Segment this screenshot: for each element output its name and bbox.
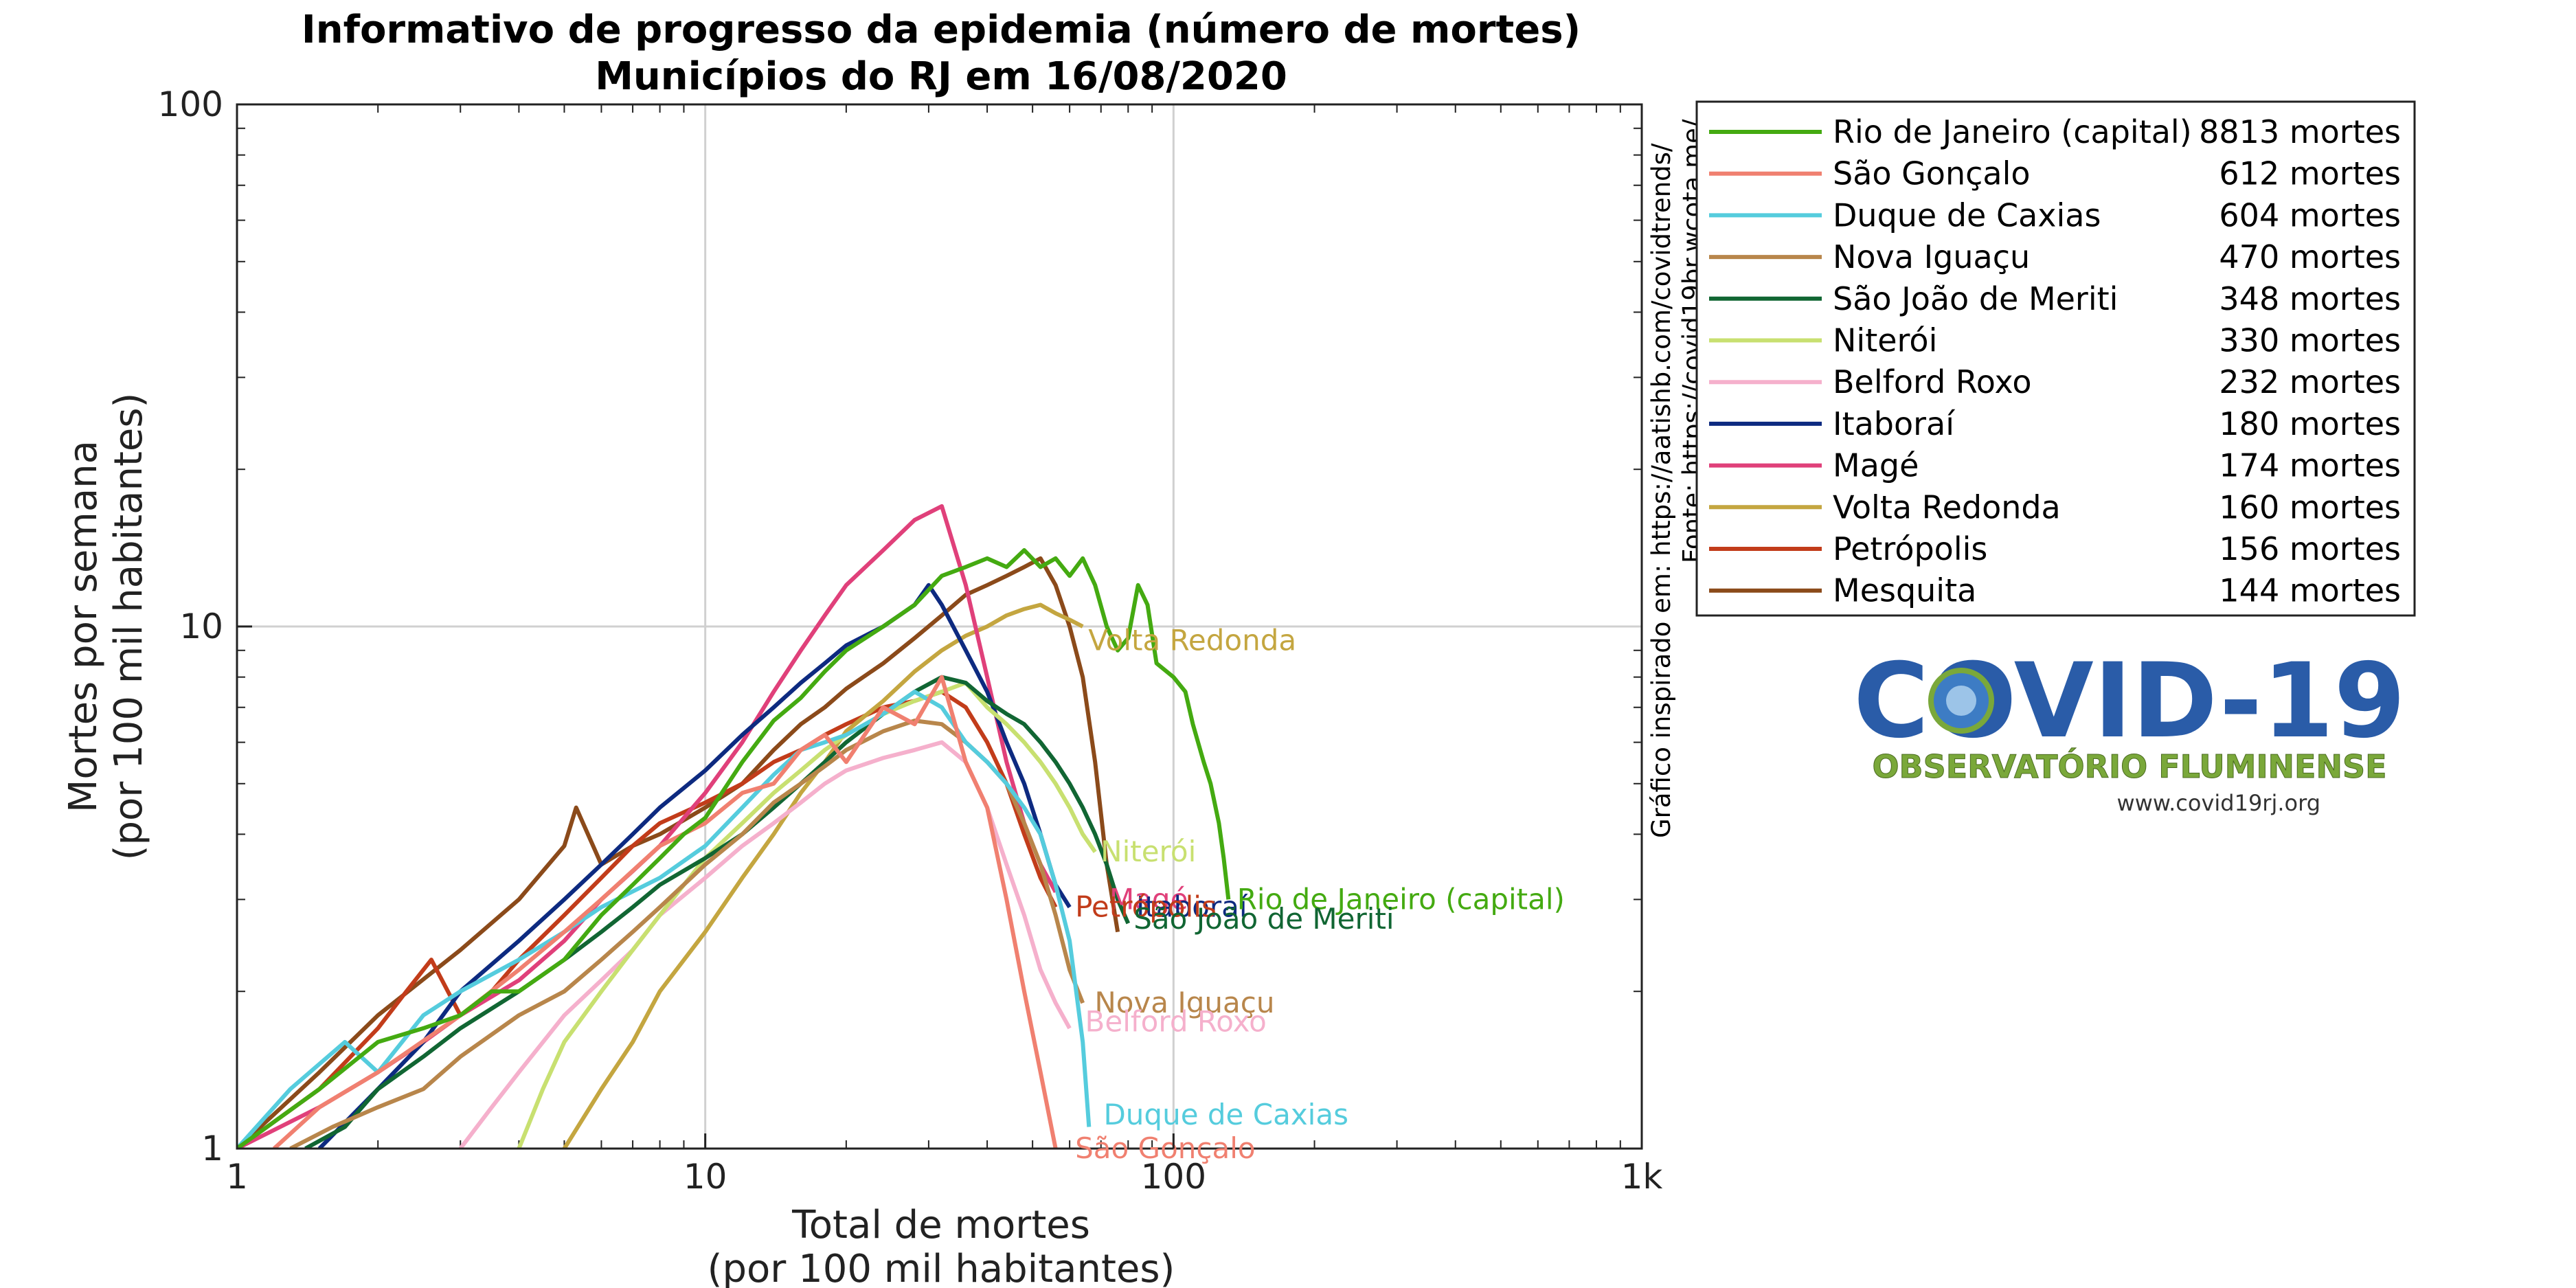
legend-death-count: 348 mortes (2219, 280, 2401, 317)
series-end-label: Itaboraí (1136, 890, 1248, 924)
series-lines (237, 504, 1231, 1149)
legend-death-count: 144 mortes (2219, 572, 2401, 609)
legend-death-count: 470 mortes (2219, 238, 2401, 275)
logo-url: www.covid19rj.org (2117, 790, 2320, 816)
legend-series-name: Petrópolis (1833, 530, 1987, 567)
legend-series-name: Belford Roxo (1833, 363, 2031, 400)
legend-series-name: São João de Meriti (1833, 280, 2118, 317)
series-line-11 (237, 556, 1120, 1149)
legend-death-count: 232 mortes (2219, 363, 2401, 400)
series-line-0 (237, 547, 1231, 1149)
x-tick-label: 100 (1141, 1157, 1206, 1197)
series-end-label: Volta Redonda (1088, 623, 1296, 657)
series-end-label: Nova Iguaçu (1094, 986, 1274, 1019)
y-tick-label: 1 (201, 1129, 223, 1168)
legend-death-count: 160 mortes (2219, 488, 2401, 526)
legend-series-name: Mesquita (1833, 572, 1976, 609)
legend-series-name: Rio de Janeiro (capital) (1833, 113, 2192, 150)
series-end-label: Duque de Caxias (1103, 1098, 1348, 1131)
gridlines (237, 104, 1642, 1149)
chart-title: Informativo de progresso da epidemia (nú… (302, 8, 1581, 52)
legend-death-count: 8813 mortes (2199, 113, 2401, 150)
chart-subtitle: Municípios do RJ em 16/08/2020 (595, 54, 1287, 99)
plot-area: Volta Redonda Niterói MagéItaboraíPetrópol… (158, 84, 1663, 1197)
legend-series-name: Duque de Caxias (1833, 196, 2101, 234)
legend-series-name: Nova Iguaçu (1833, 238, 2030, 275)
legend-death-count: 180 mortes (2219, 405, 2401, 442)
end-labels: Volta Redonda Niterói MagéItaboraíPetrópol… (1075, 623, 1565, 1165)
series-line-6 (458, 740, 1072, 1149)
legend-death-count: 156 mortes (2219, 530, 2401, 567)
legend-series-name: Volta Redonda (1833, 488, 2061, 526)
x-tick-label: 1 (226, 1157, 248, 1197)
legend-death-count: 604 mortes (2219, 196, 2401, 234)
y-axis-label: Mortes por semana (61, 440, 106, 813)
series-end-label: São João de Meriti (1133, 902, 1394, 936)
legend-series-name: Magé (1833, 447, 1919, 484)
y-tick-label: 10 (179, 607, 223, 646)
series-line-10 (237, 690, 1058, 1149)
series-line-1 (272, 675, 1058, 1149)
legend-death-count: 330 mortes (2219, 322, 2401, 359)
virus-icon (1928, 668, 1994, 734)
y-axis-sublabel: (por 100 mil habitantes) (106, 393, 151, 861)
series-end-label: Petrópolis (1075, 890, 1217, 924)
x-axis-sublabel: (por 100 mil habitantes) (708, 1247, 1175, 1288)
series-line-9 (562, 602, 1084, 1149)
legend-series-name: Niterói (1833, 322, 1937, 359)
y-tick-label: 100 (158, 84, 223, 124)
series-end-label: Niterói (1100, 835, 1196, 868)
legend-death-count: 612 mortes (2219, 155, 2401, 192)
legend-box (1695, 100, 2416, 617)
logo-subtitle: OBSERVATÓRIO FLUMINENSE (1872, 748, 2386, 785)
legend-series-name: Itaboraí (1833, 405, 1955, 442)
series-end-label: Magé (1109, 882, 1188, 916)
y-axis-ticks: 1 10 100 (158, 84, 252, 1168)
x-axis-ticks: 1 10 100 1k (226, 1133, 1662, 1197)
x-tick-label: 1k (1621, 1157, 1663, 1197)
series-line-7 (317, 583, 1072, 1149)
series-end-label: Belford Roxo (1085, 1004, 1267, 1038)
series-line-3 (289, 719, 1085, 1149)
covid19-logo: COVID-19 OBSERVATÓRIO FLUMINENSE www.cov… (1853, 642, 2406, 816)
series-end-label: São Gonçalo (1075, 1131, 1256, 1165)
minor-ticks (237, 104, 1642, 1149)
series-end-label: Rio de Janeiro (capital) (1237, 882, 1565, 916)
legend: Rio de Janeiro (capital) 8813 mortes São G… (1695, 100, 2416, 617)
x-axis-label: Total de mortes (791, 1203, 1090, 1247)
legend-death-count: 174 mortes (2219, 447, 2401, 484)
inspiration-note: Gráfico inspirado em: https://aatishb.co… (1647, 143, 1676, 838)
legend-series-name: São Gonçalo (1833, 155, 2031, 192)
x-tick-label: 10 (683, 1157, 727, 1197)
series-line-2 (237, 690, 1092, 1149)
